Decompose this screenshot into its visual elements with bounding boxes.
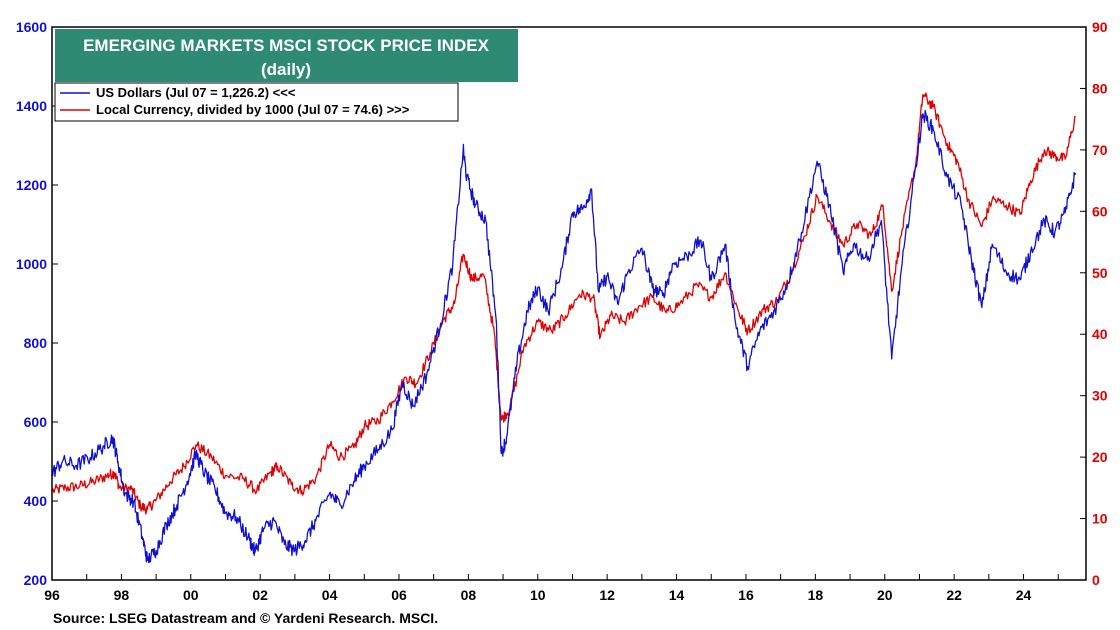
x-tick-label: 24 bbox=[1016, 587, 1032, 603]
x-axis-ticks: 96 98 00 02 04 06 08 10 12 14 16 18 20 22 24 bbox=[44, 574, 1059, 603]
x-tick-label: 96 bbox=[44, 587, 60, 603]
legend-label-local: Local Currency, divided by 1000 (Jul 07 … bbox=[96, 102, 410, 117]
left-tick-label: 1200 bbox=[16, 177, 47, 193]
x-tick-label: 08 bbox=[461, 587, 477, 603]
x-tick-label: 04 bbox=[322, 587, 338, 603]
right-tick-label: 90 bbox=[1092, 19, 1108, 35]
x-tick-label: 14 bbox=[669, 587, 685, 603]
right-tick-label: 30 bbox=[1092, 388, 1108, 404]
x-tick-label: 02 bbox=[252, 587, 268, 603]
right-tick-label: 80 bbox=[1092, 80, 1108, 96]
left-tick-label: 1400 bbox=[16, 98, 47, 114]
left-tick-label: 400 bbox=[24, 493, 48, 509]
right-tick-label: 20 bbox=[1092, 449, 1108, 465]
series-line-local bbox=[51, 92, 1076, 515]
x-tick-label: 10 bbox=[530, 587, 546, 603]
x-tick-label: 22 bbox=[946, 587, 962, 603]
left-tick-label: 200 bbox=[24, 572, 48, 588]
right-tick-label: 40 bbox=[1092, 326, 1108, 342]
legend: US Dollars (Jul 07 = 1,226.2) <<< Local … bbox=[54, 82, 459, 122]
legend-label-usd: US Dollars (Jul 07 = 1,226.2) <<< bbox=[96, 85, 296, 100]
x-tick-label: 06 bbox=[391, 587, 407, 603]
chart-subtitle: (daily) bbox=[261, 60, 311, 79]
title-background bbox=[55, 29, 518, 82]
source-note: Source: LSEG Datastream and © Yardeni Re… bbox=[53, 610, 438, 626]
x-tick-label: 12 bbox=[599, 587, 615, 603]
legend-box bbox=[54, 82, 459, 122]
left-tick-label: 600 bbox=[24, 414, 48, 430]
x-tick-label: 98 bbox=[114, 587, 130, 603]
right-tick-label: 70 bbox=[1092, 142, 1108, 158]
right-tick-label: 0 bbox=[1092, 572, 1100, 588]
x-tick-label: 20 bbox=[877, 587, 893, 603]
right-tick-label: 60 bbox=[1092, 203, 1108, 219]
left-axis-ticks: 200 400 600 800 1000 1200 1400 1600 bbox=[16, 19, 58, 588]
left-tick-label: 1600 bbox=[16, 19, 47, 35]
series-lines bbox=[51, 92, 1077, 564]
x-tick-label: 18 bbox=[808, 587, 824, 603]
right-tick-label: 50 bbox=[1092, 265, 1108, 281]
x-tick-label: 00 bbox=[183, 587, 199, 603]
series-line-usd bbox=[51, 110, 1077, 564]
x-tick-label: 16 bbox=[738, 587, 754, 603]
left-tick-label: 800 bbox=[24, 335, 48, 351]
right-tick-label: 10 bbox=[1092, 511, 1108, 527]
chart-title-box: EMERGING MARKETS MSCI STOCK PRICE INDEX … bbox=[55, 29, 518, 82]
plot-frame bbox=[51, 26, 1087, 581]
chart-title: EMERGING MARKETS MSCI STOCK PRICE INDEX bbox=[83, 36, 489, 55]
left-tick-label: 1000 bbox=[16, 256, 47, 272]
right-axis-ticks: 0 10 20 30 40 50 60 70 80 90 bbox=[1080, 19, 1108, 588]
